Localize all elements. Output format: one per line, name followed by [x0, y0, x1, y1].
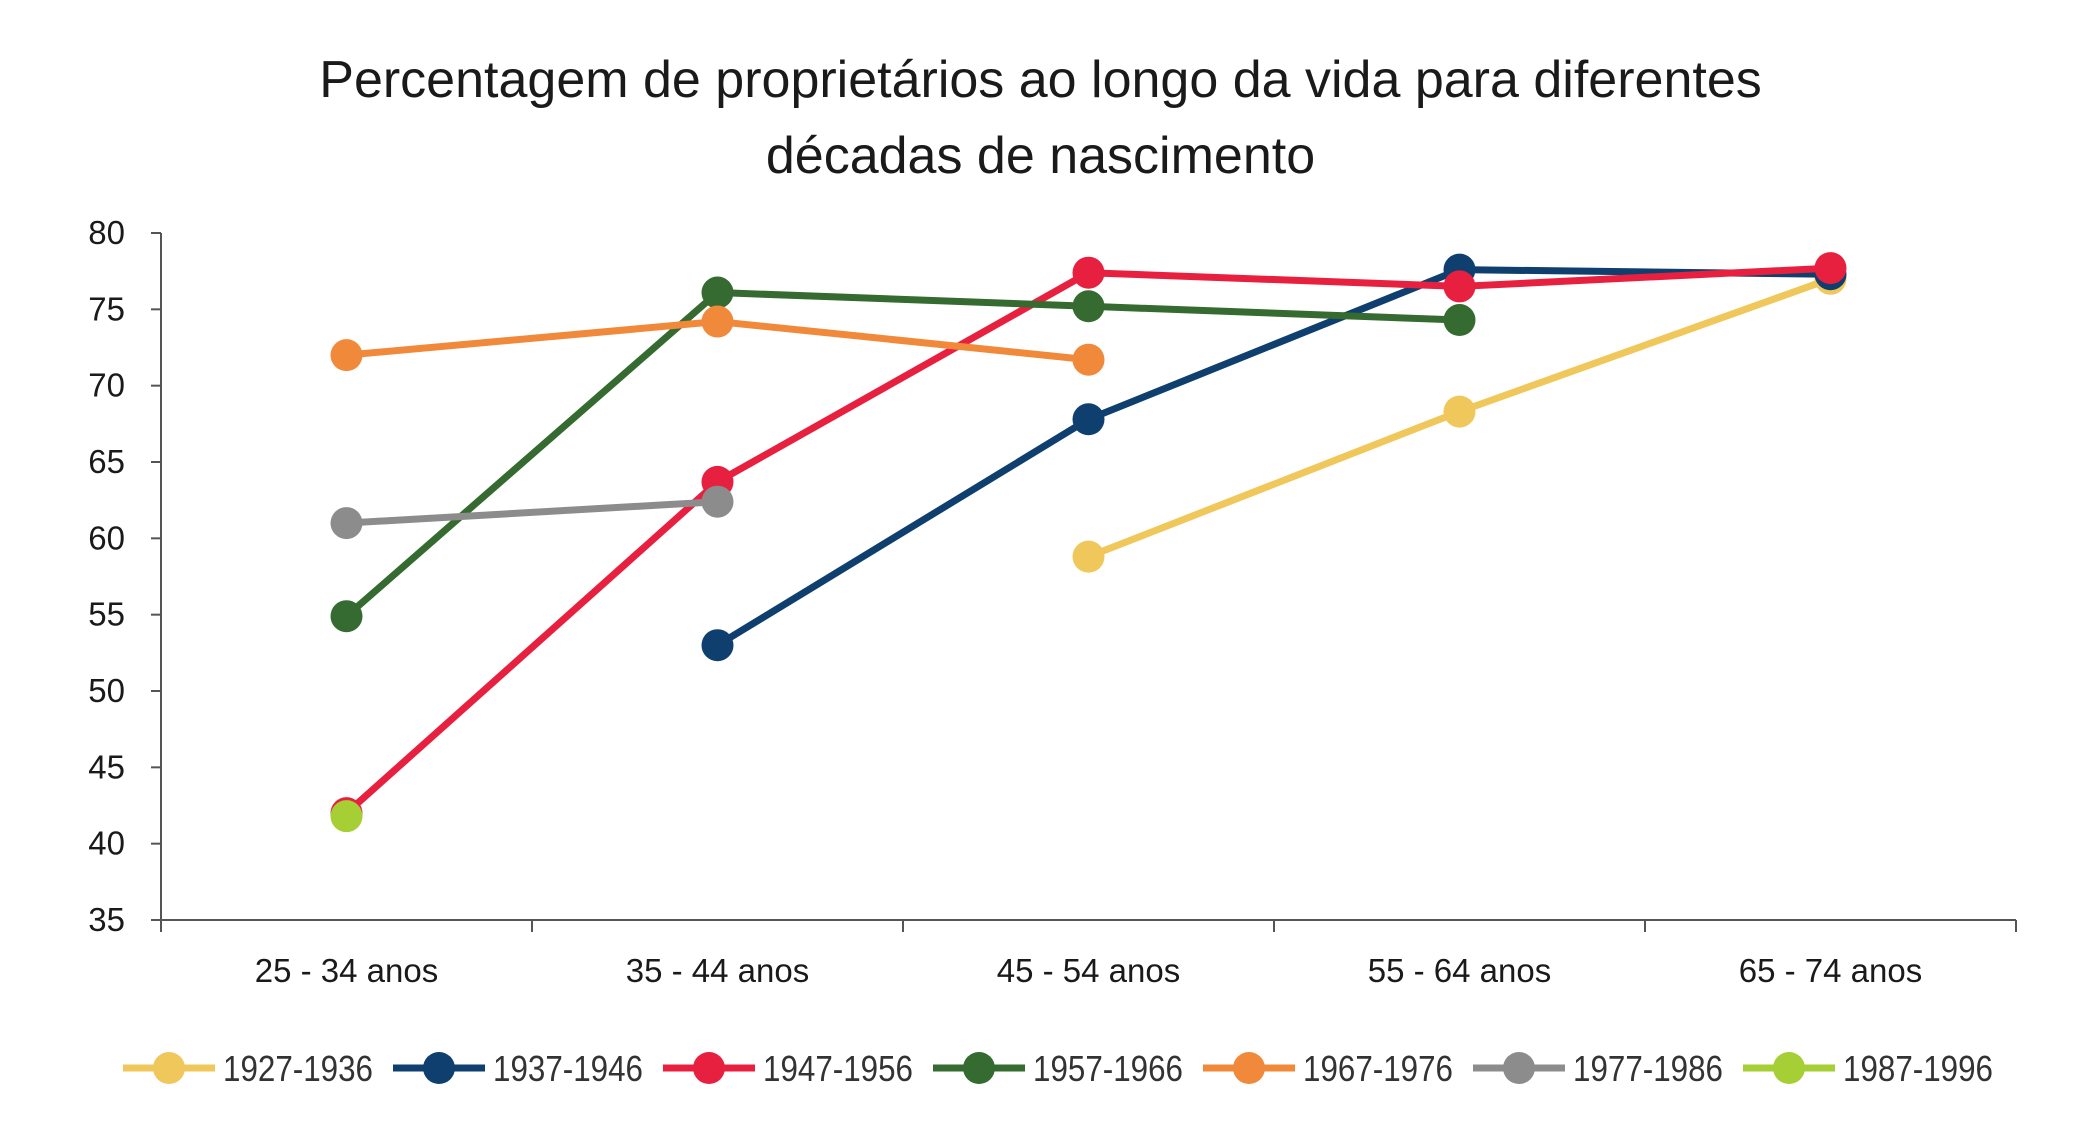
x-tick-label: 25 - 34 anos	[255, 952, 438, 989]
legend-marker	[1233, 1052, 1265, 1084]
data-point	[330, 800, 363, 833]
y-tick-label: 50	[88, 672, 125, 709]
data-point	[701, 485, 734, 518]
legend-label: 1977-1986	[1573, 1048, 1723, 1089]
legend-marker	[153, 1052, 185, 1084]
series-1987-1996	[330, 800, 363, 833]
data-point	[701, 629, 734, 662]
legend-item: 1947-1956	[663, 1048, 913, 1089]
data-point	[1443, 270, 1476, 303]
legend-label: 1927-1936	[223, 1048, 373, 1089]
chart-title-line-1: Percentagem de proprietários ao longo da…	[319, 51, 1762, 109]
series-line	[714, 266, 1834, 649]
legend-item: 1957-1966	[933, 1048, 1183, 1089]
legend-label: 1987-1996	[1843, 1048, 1993, 1089]
legend-item: 1977-1986	[1473, 1048, 1723, 1089]
legend-item: 1937-1946	[393, 1048, 643, 1089]
x-tick-label: 45 - 54 anos	[997, 952, 1180, 989]
legend-label: 1937-1946	[493, 1048, 643, 1089]
chart-title-line-2: décadas de nascimento	[765, 127, 1316, 185]
plot-area	[330, 252, 1847, 833]
x-tick-label: 55 - 64 anos	[1368, 952, 1551, 989]
x-tick-label: 35 - 44 anos	[626, 952, 809, 989]
legend-marker	[1503, 1052, 1535, 1084]
y-tick-label: 55	[88, 596, 125, 633]
axes: 35 40 45 50 55 60 65 70 75 80 25 - 34 anos 35 - 44 …	[88, 214, 2017, 989]
legend-label: 1957-1966	[1033, 1048, 1183, 1089]
legend-item: 1967-1976	[1203, 1048, 1453, 1089]
data-point	[1072, 403, 1105, 436]
x-tick-label: 65 - 74 anos	[1739, 952, 1922, 989]
legend-label: 1947-1956	[763, 1048, 913, 1089]
legend-label: 1967-1976	[1303, 1048, 1453, 1089]
legend-item: 1927-1936	[123, 1048, 373, 1089]
data-point	[330, 339, 363, 372]
y-tick-label: 70	[88, 367, 125, 404]
y-tick-label: 35	[88, 901, 125, 938]
series-1967-1976	[330, 305, 1105, 376]
data-point	[1814, 252, 1847, 285]
legend-marker	[1773, 1052, 1805, 1084]
legend: 1927-1936 1937-1946 1947-1956 1957-1966 1967…	[123, 1048, 1993, 1089]
y-tick-label: 75	[88, 290, 125, 327]
data-point	[701, 276, 734, 309]
data-point	[1072, 540, 1105, 573]
y-tick-label: 80	[88, 214, 125, 251]
legend-item: 1987-1996	[1743, 1048, 1993, 1089]
chart-title: Percentagem de proprietários ao longo da…	[0, 42, 2081, 194]
series-line	[343, 289, 1463, 620]
data-point	[701, 305, 734, 338]
series-1957-1966	[330, 276, 1476, 633]
legend-marker	[693, 1052, 725, 1084]
data-point	[330, 600, 363, 633]
y-tick-label: 60	[88, 519, 125, 556]
legend-marker	[423, 1052, 455, 1084]
y-tick-label: 65	[88, 443, 125, 480]
data-point	[1443, 395, 1476, 428]
y-tick-label: 45	[88, 748, 125, 785]
series-line	[343, 498, 721, 527]
series-1977-1986	[330, 485, 734, 540]
y-tick-label: 40	[88, 825, 125, 862]
data-point	[1072, 290, 1105, 323]
data-point	[1443, 304, 1476, 337]
data-point	[1072, 343, 1105, 376]
data-point	[330, 507, 363, 540]
data-point	[1072, 256, 1105, 289]
legend-marker	[963, 1052, 995, 1084]
